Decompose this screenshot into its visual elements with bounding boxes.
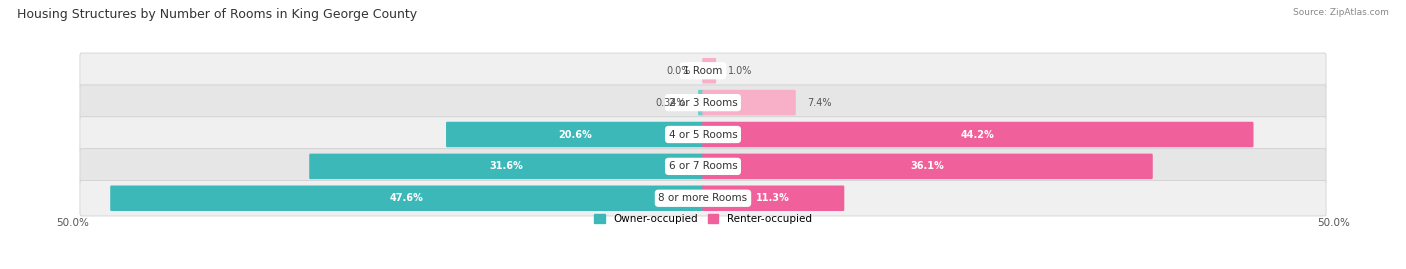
FancyBboxPatch shape (80, 180, 1326, 216)
FancyBboxPatch shape (446, 122, 704, 147)
Text: Source: ZipAtlas.com: Source: ZipAtlas.com (1294, 8, 1389, 17)
Text: 47.6%: 47.6% (389, 193, 423, 203)
Text: 50.0%: 50.0% (1317, 218, 1350, 228)
Text: 31.6%: 31.6% (489, 161, 523, 171)
FancyBboxPatch shape (80, 149, 1326, 184)
FancyBboxPatch shape (309, 154, 704, 179)
Text: 7.4%: 7.4% (807, 98, 832, 108)
Text: 8 or more Rooms: 8 or more Rooms (658, 193, 748, 203)
Text: 36.1%: 36.1% (911, 161, 945, 171)
Text: 11.3%: 11.3% (756, 193, 790, 203)
Text: 20.6%: 20.6% (558, 129, 592, 140)
FancyBboxPatch shape (110, 186, 704, 211)
FancyBboxPatch shape (702, 122, 1254, 147)
FancyBboxPatch shape (702, 154, 1153, 179)
Text: Housing Structures by Number of Rooms in King George County: Housing Structures by Number of Rooms in… (17, 8, 418, 21)
FancyBboxPatch shape (80, 85, 1326, 120)
FancyBboxPatch shape (80, 117, 1326, 152)
Legend: Owner-occupied, Renter-occupied: Owner-occupied, Renter-occupied (595, 214, 811, 224)
FancyBboxPatch shape (702, 58, 716, 83)
Text: 1.0%: 1.0% (728, 66, 752, 76)
FancyBboxPatch shape (702, 90, 796, 115)
FancyBboxPatch shape (702, 186, 844, 211)
Text: 1 Room: 1 Room (683, 66, 723, 76)
Text: 0.0%: 0.0% (666, 66, 690, 76)
Text: 2 or 3 Rooms: 2 or 3 Rooms (669, 98, 737, 108)
Text: 44.2%: 44.2% (960, 129, 995, 140)
Text: 50.0%: 50.0% (56, 218, 89, 228)
Text: 4 or 5 Rooms: 4 or 5 Rooms (669, 129, 737, 140)
FancyBboxPatch shape (697, 90, 704, 115)
Text: 0.34%: 0.34% (655, 98, 686, 108)
FancyBboxPatch shape (80, 53, 1326, 89)
Text: 6 or 7 Rooms: 6 or 7 Rooms (669, 161, 737, 171)
